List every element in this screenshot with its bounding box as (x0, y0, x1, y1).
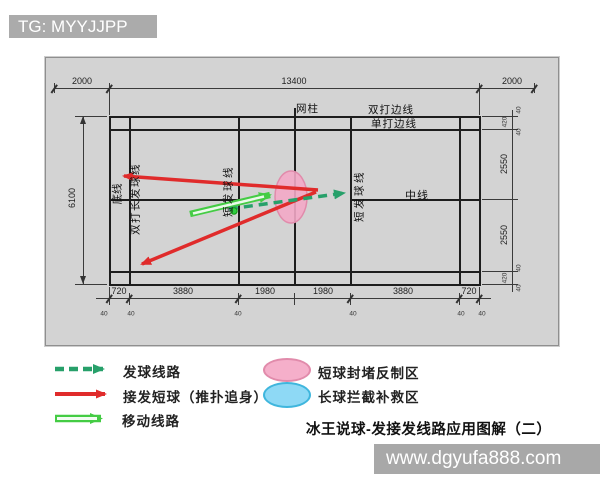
player-position-dot (230, 207, 238, 215)
dim-extension (482, 199, 518, 200)
dim-bottom-3880: 3880 (172, 286, 194, 296)
top-dim-line (54, 88, 535, 89)
serve-route-dashed-arrow (228, 189, 346, 211)
blue-zone-legend-label: 长球拦截补救区 (318, 390, 420, 405)
dim-top-right: 2000 (501, 76, 523, 86)
pink-zone-legend-label: 短球封堵反制区 (318, 366, 420, 381)
center-line-left (109, 199, 240, 201)
short-service-line-right-label: 短发球线 (353, 170, 366, 222)
dim-extension (109, 91, 110, 115)
dim-top-center: 13400 (281, 76, 307, 86)
dim-extension (75, 284, 107, 285)
dim-arrow-up (80, 116, 86, 124)
center-line-right (350, 199, 481, 201)
dim-tick (294, 293, 295, 305)
baseline-right (479, 116, 481, 286)
singles-sideline-label: 单打边线 (371, 118, 417, 130)
dim-bottom-1980: 1980 (312, 286, 334, 296)
dim-bottom-40: 40 (100, 310, 108, 318)
center-line-label: 中线 (405, 190, 429, 202)
dim-arrow-down (80, 276, 86, 284)
short-service-line-left-label: 短发球线 (222, 165, 235, 217)
watermark: www.dgyufa888.com (374, 444, 600, 474)
baseline-left (109, 116, 111, 286)
dim-top-left: 2000 (71, 76, 93, 86)
dim-bottom-40: 40 (234, 310, 242, 318)
diagram-caption: 冰王说球-发接发线路应用图解（二） (306, 422, 552, 438)
routes-overlay (122, 170, 346, 266)
baseline-label: 底线 (111, 183, 124, 205)
doubles-sideline-label: 双打边线 (368, 104, 414, 116)
dim-extension (482, 271, 518, 272)
dim-bottom-40: 40 (457, 310, 465, 318)
dim-bottom-720: 720 (111, 286, 127, 296)
receive-short-legend-icon (55, 389, 107, 399)
receive-short-route-arrow-lower (140, 190, 317, 266)
doubles-long-service-line-label: 双打长发球线 (129, 163, 142, 235)
bottom-dim-line (96, 298, 491, 299)
dim-bottom-40: 40 (478, 310, 486, 318)
movement-route-arrow-inner (192, 195, 265, 215)
left-dim-line (83, 116, 84, 284)
dim-bottom-40: 40 (127, 310, 135, 318)
short-service-line-right (350, 116, 352, 286)
dim-extension (479, 91, 480, 115)
dim-bottom-720: 720 (461, 286, 477, 296)
pink-zone-legend-icon (263, 358, 311, 382)
dim-bottom-3880: 3880 (392, 286, 414, 296)
serve-route-legend-icon (55, 364, 105, 374)
serve-route-legend-label: 发球线路 (123, 365, 181, 380)
doubles-long-service-line-right (459, 116, 461, 286)
movement-route-legend-icon (55, 413, 103, 424)
movement-route-legend-label: 移动线路 (122, 414, 180, 429)
dim-bottom-1980: 1980 (254, 286, 276, 296)
dim-bottom-40: 40 (349, 310, 357, 318)
dim-extension (482, 116, 518, 117)
doubles-long-service-line-left (129, 116, 131, 286)
dim-extension (482, 284, 518, 285)
court-diagram-panel: 2000 13400 2000 6100 40 420 40 2550 2550… (45, 57, 559, 346)
dim-extension (75, 116, 107, 117)
net-post-label: 网柱 (296, 103, 319, 115)
blue-zone-legend-icon (263, 382, 311, 408)
tg-badge: TG: MYYJJPP (9, 15, 157, 38)
receive-short-legend-label: 接发短球（推扑追身） (123, 390, 268, 405)
right-dim-line (512, 110, 513, 292)
dim-extension (482, 129, 518, 130)
receive-short-route-arrow-upper (122, 172, 319, 192)
